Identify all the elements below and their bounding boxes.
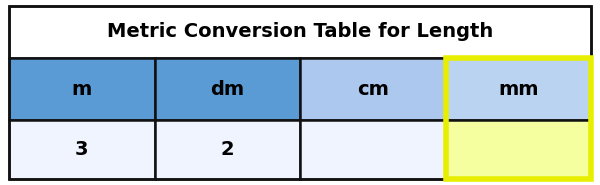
Text: 3: 3 bbox=[75, 140, 89, 159]
Bar bbox=[9, 6, 591, 58]
Text: mm: mm bbox=[498, 80, 539, 99]
Bar bbox=[446, 58, 591, 179]
Text: dm: dm bbox=[210, 80, 244, 99]
Bar bbox=[446, 58, 591, 120]
Bar bbox=[300, 58, 445, 120]
Text: m: m bbox=[71, 80, 92, 99]
Bar bbox=[300, 120, 445, 179]
Text: Metric Conversion Table for Length: Metric Conversion Table for Length bbox=[107, 22, 493, 41]
Text: cm: cm bbox=[357, 80, 389, 99]
Bar bbox=[155, 58, 300, 120]
Bar bbox=[446, 120, 591, 179]
Text: 2: 2 bbox=[220, 140, 234, 159]
Bar bbox=[9, 120, 155, 179]
Bar bbox=[155, 120, 300, 179]
Bar bbox=[9, 58, 155, 120]
